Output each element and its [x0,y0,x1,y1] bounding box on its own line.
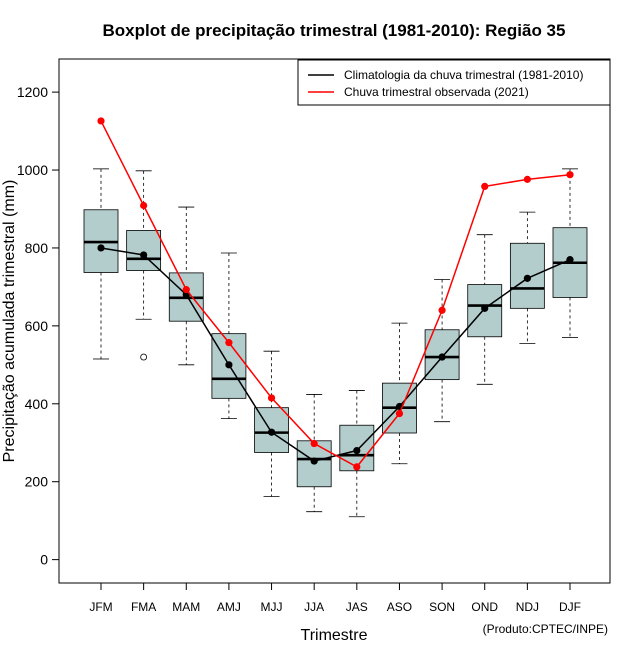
x-tick-label: JFM [89,600,112,614]
y-tick-label: 600 [25,318,49,334]
series-point [566,171,574,179]
y-tick-label: 1000 [17,162,48,178]
series-point [523,274,531,282]
series-point [182,286,190,294]
credit-text: (Produto:CPTEC/INPE) [483,622,608,636]
x-tick-label: OND [471,600,498,614]
series-point [310,457,318,465]
series-point [523,175,531,183]
series-point [225,361,233,369]
x-tick-label: ASO [387,600,412,614]
series-point [353,446,361,455]
x-tick-label: SON [429,600,455,614]
series-line [100,120,571,468]
x-tick-label: AMJ [217,600,241,614]
series-observed [97,117,574,471]
x-tick-label: MJJ [261,600,283,614]
series-point [97,117,105,125]
series-line [100,247,571,462]
legend: Climatologia da chuva trimestral (1981-2… [297,59,611,106]
y-tick-label: 800 [25,240,49,256]
box-SON [424,279,460,423]
series-point [140,251,148,259]
x-tick-label: FMA [131,600,156,614]
y-tick-label: 200 [25,474,49,490]
series-point [481,304,489,312]
series-point [353,463,361,471]
series-point [225,339,233,347]
x-tick-label: NDJ [516,600,539,614]
series-point [438,306,446,314]
box-MJJ [254,350,289,497]
legend-label-observed: Chuva trimestral observada (2021) [344,85,529,99]
y-tick-label: 0 [40,552,48,568]
outlier-point [140,353,148,361]
series-point [267,394,276,402]
series-climatology [97,244,574,465]
x-tick-label: JJA [304,600,324,614]
series-point [140,201,148,210]
series-point [267,428,276,436]
box-AMJ [211,252,247,419]
series-point [438,353,446,361]
plot-frame [58,58,611,584]
series-point [566,256,574,264]
box-MAM [168,206,204,366]
x-tick-label: DJF [559,600,581,614]
chart-title: Boxplot de precipitação trimestral (1981… [103,21,566,40]
legend-label-climatology: Climatologia da chuva trimestral (1981-2… [344,68,583,82]
box-DJF [552,168,588,338]
box-FMA [126,170,162,361]
box-JFM [83,168,119,360]
box-iqr [126,230,162,271]
legend-box [297,59,611,106]
x-axis: JFM FMA MAM AMJ MJJ JJA JAS ASO SON OND NDJ DJF [89,583,581,614]
series-lines [97,117,574,471]
boxplot-boxes [83,168,588,518]
series-point [310,439,318,448]
series-point [395,409,404,418]
series-point [481,182,489,190]
y-tick-label: 1200 [17,84,48,100]
series-point [97,244,105,252]
x-axis-label: Trimestre [301,627,368,644]
y-tick-label: 400 [25,396,49,412]
x-tick-label: MAM [172,600,200,614]
x-tick-label: JAS [346,600,368,614]
y-axis-label: Precipitação acumulada trimestral (mm) [1,180,18,463]
y-axis: 0 200 400 600 800 1000 1200 [17,84,59,568]
